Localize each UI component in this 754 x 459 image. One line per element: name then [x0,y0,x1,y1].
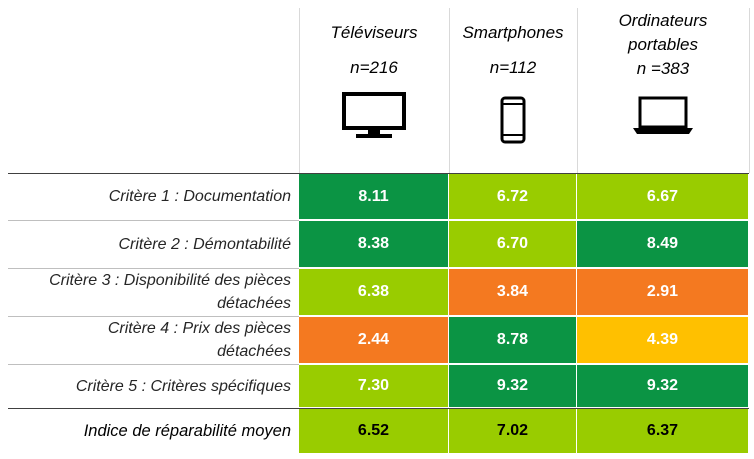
score-cell: 3.84 [449,269,577,316]
score-cell: 8.49 [577,221,749,268]
row-divider [8,364,299,365]
column-title: Smartphones [462,23,564,42]
column-divider [749,8,750,173]
summary-score-cell: 6.52 [299,409,449,454]
column-header: Smartphones n=112 [449,0,577,172]
score-cell: 6.72 [449,174,577,220]
row-label-line: Critère 2 : Démontabilité [118,235,291,253]
row-label-text: Critère 3 : Disponibilité des pièces déta… [49,269,291,315]
column-divider [449,8,450,173]
row-divider [8,220,299,221]
score-cell: 6.38 [299,269,449,316]
score-cell: 8.38 [299,221,449,268]
sample-size: n=216 [350,58,398,77]
laptop-icon [631,96,695,136]
row-label: Critère 3 : Disponibilité des pièces déta… [8,268,291,316]
row-divider [8,268,299,269]
score-cell: 4.39 [577,317,749,364]
row-label-text: Critère 2 : Démontabilité [118,233,291,256]
row-label-text: Critère 4 : Prix des pièces détachées [108,317,291,363]
row-label-line: détachées [217,295,291,312]
row-label: Critère 2 : Démontabilité [8,220,291,268]
score-cell: 6.67 [577,174,749,220]
row-label-line: détachées [217,343,291,360]
score-cell: 2.91 [577,269,749,316]
column-divider [577,8,578,173]
row-label: Critère 5 : Critères spécifiques [8,364,291,408]
summary-row-label: Indice de réparabilité moyen [83,421,291,440]
row-label-line: Critère 4 : Prix des pièces [107,320,291,337]
column-divider [299,8,300,173]
row-divider [8,408,749,409]
summary-score-cell: 7.02 [449,409,577,454]
row-label-text: Critère 1 : Documentation [109,185,291,208]
column-title: portables [628,35,698,54]
row-label-line: Critère 3 : Disponibilité des pièces [49,272,291,289]
sample-size: n=112 [489,58,537,77]
smartphone-icon [500,96,526,144]
score-cell: 8.78 [449,317,577,364]
row-label: Critère 4 : Prix des pièces détachées [8,316,291,364]
row-divider [8,316,299,317]
row-label-text: Critère 5 : Critères spécifiques [76,375,291,398]
column-header: Ordinateurs portables n =383 [577,0,749,172]
sample-size: n =383 [636,59,690,78]
score-cell: 2.44 [299,317,449,364]
row-label-line: Critère 1 : Documentation [108,188,291,205]
row-label-line: Critère 5 : Critères spécifiques [75,377,291,395]
score-cell: 7.30 [299,365,449,408]
television-icon [342,92,406,140]
header-divider [8,173,749,174]
column-title: Téléviseurs [330,23,418,42]
column-title: Ordinateurs [618,11,708,30]
score-cell: 8.11 [299,174,449,220]
score-cell: 9.32 [577,365,749,408]
summary-score-cell: 6.37 [577,409,749,454]
row-label: Critère 1 : Documentation [8,173,291,220]
column-header: Téléviseurs n=216 [299,0,449,172]
score-cell: 9.32 [449,365,577,408]
score-cell: 6.70 [449,221,577,268]
